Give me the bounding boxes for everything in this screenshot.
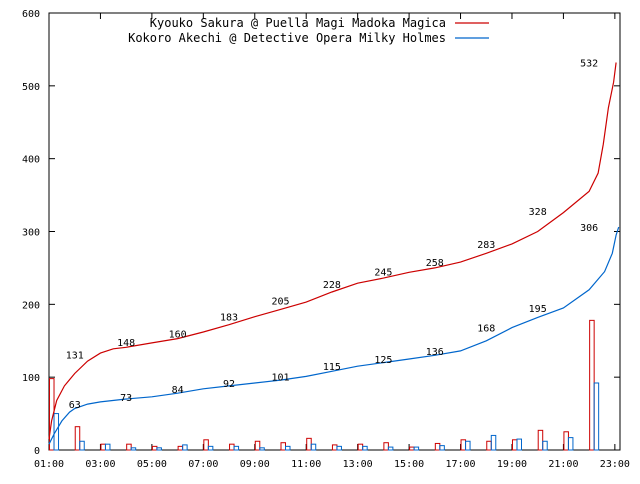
hourly-bar (589, 319, 595, 451)
hourly-bar (74, 426, 81, 451)
legend: Kyouko Sakura @ Puella Magi Madoka Magic… (128, 16, 489, 45)
point-label: 84 (172, 385, 184, 396)
x-tick-label: 19:00 (497, 459, 527, 470)
hourly-bar (280, 442, 287, 451)
x-tick-label: 05:00 (137, 459, 167, 470)
x-tick-label: 23:00 (600, 459, 630, 470)
point-label: 160 (169, 329, 187, 340)
x-tick-label: 21:00 (548, 459, 578, 470)
x-tick-label: 11:00 (291, 459, 321, 470)
hourly-bar (362, 445, 368, 451)
hourly-bar (233, 445, 240, 451)
hourly-bar (460, 439, 467, 451)
x-tick-label: 07:00 (188, 459, 218, 470)
point-label: 532 (580, 59, 598, 70)
legend-label: Kokoro Akechi @ Detective Opera Milky Ho… (128, 31, 446, 45)
hourly-bar (486, 440, 492, 451)
point-label: 115 (323, 362, 341, 373)
hourly-bar (100, 443, 106, 451)
point-label: 131 (66, 351, 84, 362)
hourly-bar (229, 443, 235, 451)
x-tick-label: 15:00 (394, 459, 424, 470)
cumulative-line (48, 62, 617, 440)
point-label: 136 (426, 347, 444, 358)
point-labels: 131 148 160 183 205 228 245 258 283 328 532 63 73 84 9… (66, 59, 598, 412)
hourly-bar (383, 442, 389, 451)
y-tick-label: 0 (34, 446, 40, 457)
hourly-bar (310, 443, 317, 451)
hourly-bar (542, 440, 548, 451)
hourly-bar (126, 443, 132, 451)
hourly-bar (516, 438, 522, 451)
x-tick-label: 09:00 (240, 459, 270, 470)
point-label: 63 (69, 400, 81, 411)
point-label: 205 (271, 297, 289, 308)
point-label: 92 (223, 379, 235, 390)
y-tick-label: 600 (22, 9, 40, 20)
point-label: 73 (120, 393, 132, 404)
hourly-bar (537, 429, 544, 451)
hourly-bar (387, 446, 394, 451)
hourly-bar (207, 445, 214, 451)
x-tick-label: 17:00 (445, 459, 475, 470)
hourly-bar (177, 445, 184, 451)
hourly-bar (285, 445, 291, 451)
x-tick-label: 03:00 (85, 459, 115, 470)
cumulative-lines (48, 62, 620, 445)
point-label: 258 (426, 258, 444, 269)
hourly-bar (567, 437, 574, 451)
point-label: 125 (374, 355, 392, 366)
hourly-bar (331, 444, 338, 451)
hourly-bar (306, 437, 312, 451)
point-label: 148 (117, 338, 135, 349)
y-tick-label: 300 (22, 228, 40, 239)
point-label: 306 (580, 223, 598, 234)
hourly-bars (49, 319, 600, 451)
hourly-bar (511, 439, 518, 451)
hourly-bar (79, 440, 85, 451)
x-tick-label: 01:00 (34, 459, 64, 470)
y-tick-label: 200 (22, 300, 40, 311)
hourly-bar (203, 439, 209, 451)
hourly-bar (254, 440, 261, 451)
hourly-bar (53, 413, 60, 451)
hourly-bar (336, 445, 342, 451)
point-label: 168 (477, 324, 495, 335)
y-tick-label: 400 (22, 155, 40, 166)
hourly-bar (130, 447, 137, 451)
point-label: 283 (477, 240, 495, 251)
hourly-bar (182, 444, 188, 451)
point-label: 328 (529, 207, 547, 218)
point-label: 195 (529, 304, 547, 315)
x-tick-label: 13:00 (343, 459, 373, 470)
point-label: 183 (220, 313, 238, 324)
hourly-bar (465, 440, 471, 451)
point-label: 101 (271, 372, 289, 383)
plot-frame (48, 12, 621, 451)
hourly-bar (413, 446, 420, 451)
hourly-bar (259, 447, 265, 451)
y-tick-label: 500 (22, 82, 40, 93)
hourly-bar (151, 445, 158, 451)
hourly-bar (563, 431, 569, 451)
hourly-bar (156, 447, 162, 451)
hourly-bar (409, 446, 415, 451)
hourly-bar (434, 442, 441, 451)
point-label: 228 (323, 280, 341, 291)
cumulative-line (48, 226, 620, 445)
hourly-bar (490, 434, 497, 451)
hourly-bar (593, 382, 600, 451)
legend-label: Kyouko Sakura @ Puella Magi Madoka Magic… (150, 16, 446, 30)
hourly-bar (439, 445, 445, 451)
point-label: 245 (374, 268, 392, 279)
y-tick-label: 100 (22, 373, 40, 384)
hourly-bar (104, 443, 111, 451)
hourly-bar (357, 443, 364, 451)
